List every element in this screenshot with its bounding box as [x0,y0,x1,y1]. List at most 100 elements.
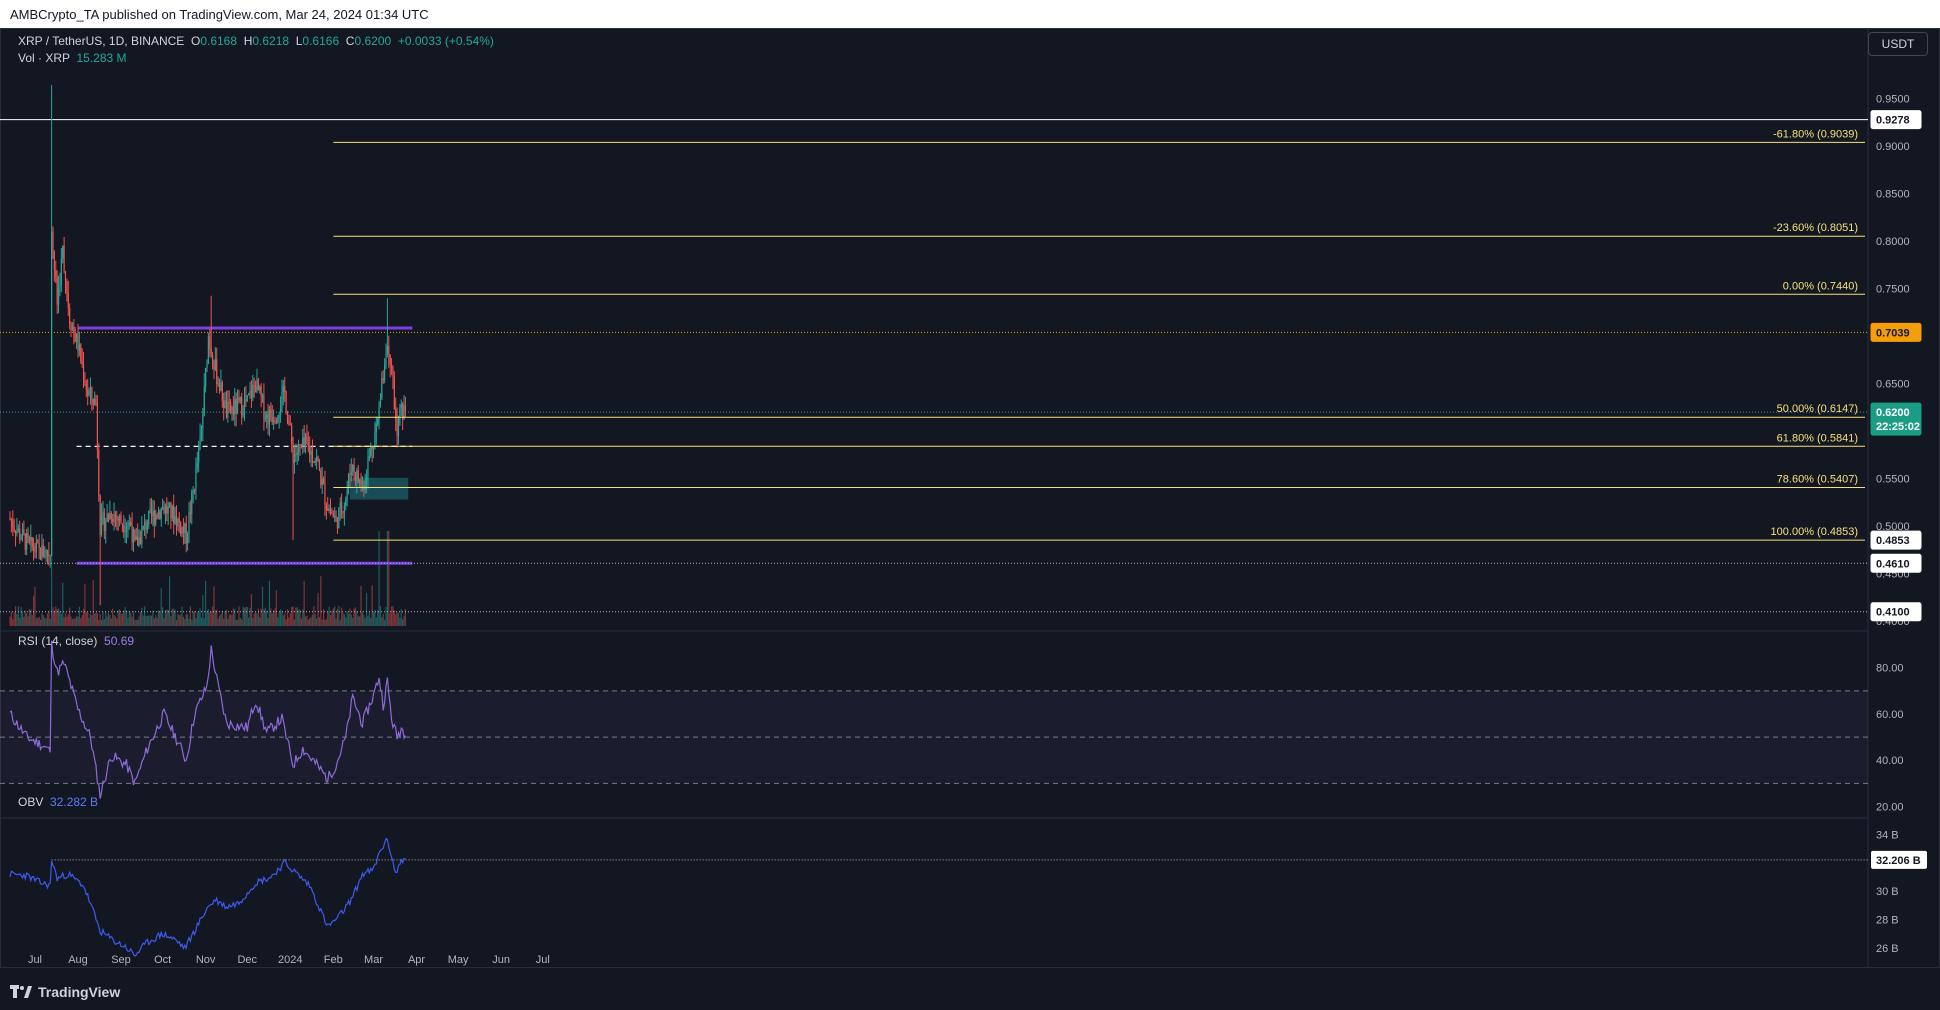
volume-bar [121,613,123,626]
volume-bar [178,615,180,626]
volume-bar [273,610,275,626]
rsi-line [9,640,406,799]
volume-bar [357,616,359,626]
candle-body [367,458,369,478]
candle-body [175,515,178,527]
volume-bar [89,613,92,626]
close-value: 0.6200 [354,34,392,48]
candle-body [114,514,117,517]
candle-body [252,384,254,399]
currency-button[interactable]: USDT [1868,32,1928,56]
volume-bar [200,617,203,626]
candle-body [354,473,357,481]
rsi-legend: RSI (14, close) 50.69 [18,634,134,648]
volume-bar [252,617,254,626]
trading-chart[interactable]: -61.80% (0.9039) -23.60% (0.8051) 0.00% (0… [0,28,1940,968]
candle-body [205,368,207,387]
volume-bar [34,586,36,626]
volume-bar [302,609,304,626]
time-tick-label: May [448,954,469,966]
candle-body [155,514,157,525]
volume-bar [137,619,139,626]
candle-body [239,397,241,401]
obv-label: OBV [18,795,44,809]
candle-body [181,526,183,535]
volume-bar [16,614,18,626]
price-tick-label: 0.5500 [1876,474,1910,486]
candle-body [257,379,259,390]
volume-bar [223,618,225,626]
candle-body [203,386,205,415]
volume-bar [120,613,122,626]
volume-bar [91,615,93,626]
price-tick-label: 0.8000 [1876,236,1910,248]
candle-body [388,345,390,355]
candle-body [142,525,144,529]
symbol-name: XRP / TetherUS, 1D, BINANCE [18,34,185,48]
candle-body [370,447,372,456]
volume-bar [102,612,104,626]
fib-level-label: 61.80% (0.5841) [1777,432,1858,444]
chart-frame[interactable] [0,28,1940,968]
candle-body [248,394,250,396]
volume-bar [381,617,383,626]
volume-bar [209,612,211,626]
volume-bar [64,612,67,626]
time-tick-label: Aug [68,954,88,966]
volume-bar [259,617,261,626]
candle-body [223,401,225,409]
candle-body [185,523,187,544]
candle-body [227,402,229,418]
tradingview-brand[interactable]: TradingView [10,984,120,1000]
candle-body [399,407,401,426]
price-tag [1870,553,1922,573]
candle-body [41,545,43,559]
volume-bar [125,610,128,626]
candle-body [278,415,280,418]
volume-bar [335,618,337,626]
candle-body [130,522,132,526]
volume-bar [57,608,60,626]
candle-body [49,555,51,557]
candle-body [12,520,14,528]
candle-body [69,307,71,324]
volume-bar [295,607,297,626]
candle-body [270,409,272,417]
volume-bar [80,618,82,626]
volume-bar [206,611,208,626]
volume-bar [239,617,241,626]
price-tag-label: 0.9278 [1876,115,1910,127]
candle-body [85,384,87,390]
rsi-tick-label: 20.00 [1876,801,1904,813]
rsi-tick-label: 40.00 [1876,755,1904,767]
candle-body [117,518,119,521]
volume-bar [261,586,264,626]
volume-bar [267,618,269,626]
candle-body [224,399,226,409]
volume-bar [364,617,366,626]
volume-bar [19,617,21,626]
volume-bar [23,616,25,626]
volume-bar [187,614,189,626]
fib-level-label: -23.60% (0.8051) [1773,222,1858,234]
volume-bar [202,595,204,626]
volume-bar [284,613,286,626]
volume-bar [134,619,136,626]
candle-body [318,461,321,471]
volume-bar [17,606,19,626]
volume-bar [21,611,24,626]
candle-body [31,537,33,547]
candle-body [347,474,350,490]
candle-body [288,421,290,425]
volume-bar [62,582,64,626]
volume-bars [9,531,407,626]
volume-bar [288,617,290,626]
volume-bar [184,619,186,626]
candle-body [166,506,168,514]
candle-body [218,383,221,392]
candle-body [245,399,247,402]
candle-body [159,511,161,519]
candle-body [193,490,196,492]
volume-bar [185,613,187,626]
candle-body [125,527,128,532]
